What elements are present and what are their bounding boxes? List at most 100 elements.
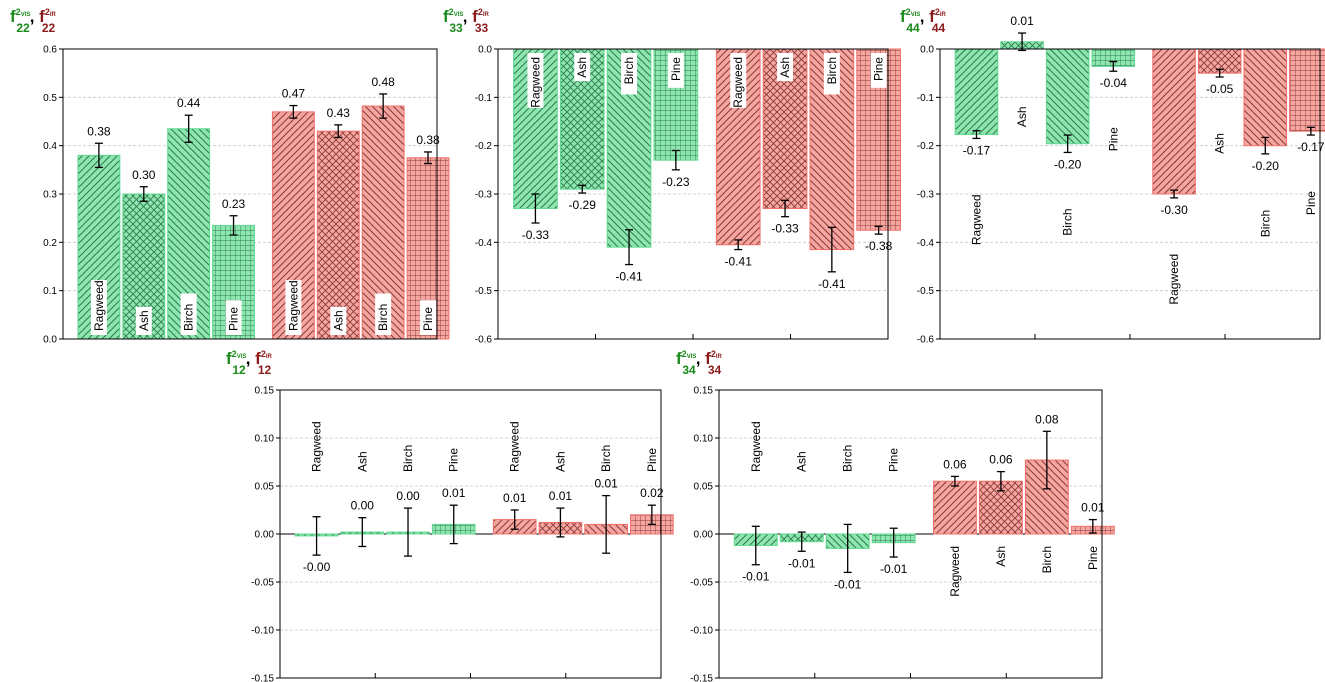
category-label-box (225, 300, 242, 335)
category-label: Ragweed (286, 280, 300, 331)
data-label: 0.47 (282, 87, 306, 101)
bar-ir-ragweed (1152, 48, 1196, 195)
category-label: Birch (622, 57, 636, 84)
category-label: Birch (1258, 210, 1272, 237)
data-label: 0.02 (640, 486, 664, 500)
category-label-group: Ragweed (1167, 254, 1181, 305)
category-label-box (574, 53, 591, 82)
category-label: Ash (553, 451, 567, 472)
category-label: Pine (872, 57, 886, 81)
category-label-group: Ragweed (948, 546, 962, 597)
data-label: -0.17 (963, 143, 991, 157)
data-label: 0.44 (177, 96, 201, 110)
chart-title: f2VIS 44, f2IR 44 (900, 7, 947, 35)
chart-panel-f44: f2VIS 44, f2IR 44 -0.6 -0.5 -0.4 -0.3 -0.2 -0.1 0… (900, 7, 1325, 346)
category-label-box (375, 293, 392, 335)
category-label-group: Birch (1258, 210, 1272, 237)
category-label: Ash (778, 57, 792, 78)
category-label: Birch (1061, 208, 1075, 235)
data-label: -0.29 (569, 198, 597, 212)
data-label: 0.01 (503, 491, 527, 505)
category-label: Pine (1106, 127, 1120, 151)
category-label-group: Ash (135, 306, 152, 335)
data-label: 0.23 (222, 197, 246, 211)
category-label-group: Ragweed (749, 421, 763, 472)
y-tick-label: -0.15 (690, 674, 713, 682)
category-label: Ash (331, 310, 345, 331)
category-label-group: Birch (1061, 208, 1075, 235)
category-label: Birch (376, 304, 390, 331)
category-label-group: Pine (870, 53, 887, 88)
data-label: -0.01 (742, 570, 770, 584)
category-label-group: Ash (574, 53, 591, 82)
y-tick-label: -0.05 (690, 578, 713, 589)
category-label-group: Birch (599, 445, 613, 472)
y-tick-label: -0.2 (475, 141, 493, 152)
bar-vis-ragweed (954, 48, 999, 136)
category-label-box (823, 53, 840, 95)
category-label-group: Ragweed (527, 53, 544, 108)
data-label: 0.01 (549, 489, 573, 503)
category-label-group: Ragweed (90, 280, 107, 335)
data-label: 0.00 (351, 499, 375, 513)
chart-title: f2VIS 12, f2IR 12 (226, 349, 273, 377)
y-tick-label: -0.10 (690, 626, 713, 637)
category-label-group: Birch (1040, 546, 1054, 573)
bar-ir-birch (1243, 48, 1288, 147)
category-label-group: Pine (225, 300, 242, 335)
data-label: 0.08 (1035, 412, 1059, 426)
bar-vis-birch (1045, 48, 1090, 145)
category-label-group: Ragweed (730, 53, 747, 108)
chart-panel-f22: f2VIS 22, f2IR 22 0.0 0.1 0.2 0.3 0.4 0.5 0.6 0.38… (10, 7, 450, 346)
category-label-group: Birch (180, 293, 197, 335)
category-label: Ash (994, 546, 1008, 567)
y-tick-label: 0.05 (694, 482, 714, 493)
category-label-box (870, 53, 887, 88)
category-label: Pine (447, 448, 461, 472)
plot-frame (62, 48, 438, 340)
y-tick-label: 0.3 (43, 190, 57, 201)
chart-panel-f34: f2VIS 34, f2IR 34 -0.15 -0.10 -0.05 0.00 0.05 0.… (676, 349, 1115, 682)
plot-frame (497, 48, 889, 340)
y-tick-label: 0.5 (43, 93, 57, 104)
y-tick-label: 0.0 (43, 335, 57, 346)
category-label: Pine (1086, 546, 1100, 570)
category-label: Ash (1015, 106, 1029, 127)
category-label-box (180, 293, 197, 335)
chart-panel-f33: f2VIS 33, f2IR 33 -0.6 -0.5 -0.4 -0.3 -0.2 -0.1 0… (443, 7, 901, 346)
category-label-group: Ash (777, 53, 794, 82)
chart-panel-f12: f2VIS 12, f2IR 12 -0.15 -0.10 -0.05 0.00 0.05 0.… (226, 349, 674, 682)
category-label: Ragweed (1167, 254, 1181, 305)
category-label: Pine (421, 307, 435, 331)
y-tick-label: 0.00 (255, 530, 275, 541)
y-tick-label: 0.6 (43, 45, 57, 56)
data-label: 0.06 (943, 457, 967, 471)
data-label: -0.41 (725, 255, 753, 269)
plot-frame (718, 389, 1103, 679)
data-label: -0.33 (522, 228, 550, 242)
category-label: Birch (1040, 546, 1054, 573)
data-label: -0.41 (615, 270, 643, 284)
data-label: 0.01 (1010, 14, 1034, 28)
category-label: Pine (887, 448, 901, 472)
category-label: Ash (575, 57, 589, 78)
y-tick-label: 0.15 (255, 386, 275, 397)
data-label: 0.43 (327, 106, 351, 120)
y-tick-label: -0.1 (475, 93, 493, 104)
y-tick-label: 0.10 (255, 434, 275, 445)
data-label: 0.38 (87, 124, 111, 138)
data-label: 0.48 (371, 75, 395, 89)
y-tick-label: 0.2 (43, 238, 57, 249)
category-label: Ragweed (528, 57, 542, 108)
y-tick-label: -0.05 (251, 578, 274, 589)
data-label: 0.38 (416, 133, 440, 147)
category-label: Ash (137, 310, 151, 331)
category-label: Ash (1213, 133, 1227, 154)
category-label-group: Ash (1015, 106, 1029, 127)
category-label-box (135, 306, 152, 335)
category-label-group: Ash (355, 451, 369, 472)
y-tick-label: -0.3 (475, 190, 493, 201)
category-label-group: Ragweed (285, 280, 302, 335)
category-label: Ragweed (749, 421, 763, 472)
